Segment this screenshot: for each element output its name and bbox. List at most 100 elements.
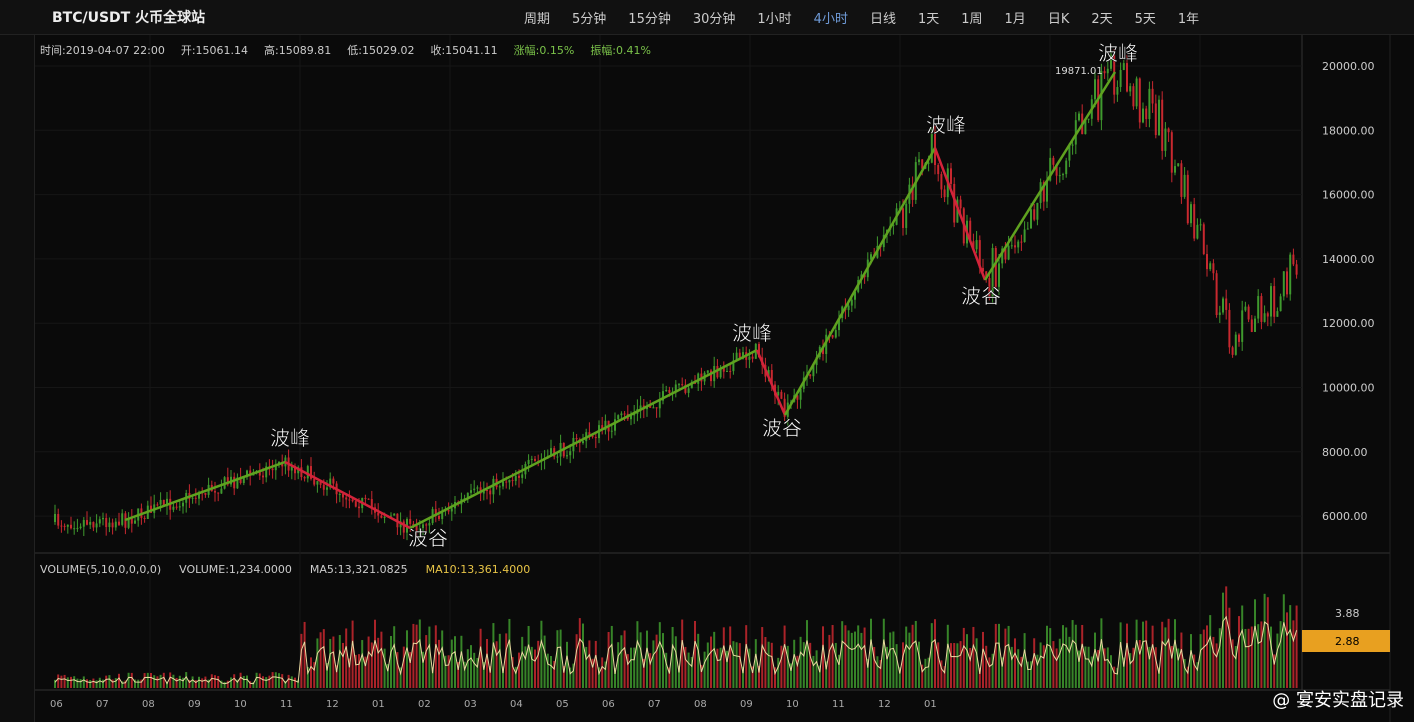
candle-body [726, 371, 728, 373]
interval-button[interactable]: 周期 [524, 11, 551, 27]
time-label: 06 [50, 699, 63, 710]
volume-bar [434, 625, 437, 688]
volume-bar [937, 642, 940, 688]
volume-bar [777, 657, 780, 688]
candle-body [76, 527, 79, 529]
candle-body [1049, 157, 1052, 181]
wave-line [933, 147, 987, 281]
volume-bar [422, 651, 424, 688]
candle-body [204, 492, 207, 495]
candle-body [674, 384, 677, 392]
volume-bar [1023, 633, 1026, 688]
volume-bar [1132, 647, 1135, 688]
candle-body [831, 335, 834, 338]
interval-button[interactable]: 1小时 [757, 11, 792, 27]
time-label: 04 [510, 699, 523, 710]
interval-button[interactable]: 30分钟 [692, 11, 736, 27]
volume-bar [143, 673, 146, 688]
volume-bar [956, 643, 959, 688]
volume-bar [1228, 607, 1231, 688]
volume-bar [694, 620, 696, 688]
candle-body [1148, 88, 1151, 120]
candle-body [639, 405, 642, 410]
candle-body [1286, 271, 1288, 295]
volume-bar [374, 619, 376, 688]
volume-bar [559, 629, 562, 688]
volume-bar [457, 662, 460, 688]
candle-body [959, 199, 962, 209]
volume-bar [630, 647, 632, 688]
interval-button[interactable]: 2天 [1091, 11, 1113, 27]
candle-body [847, 305, 850, 311]
volume-bar [332, 636, 335, 688]
volume-bar [351, 620, 354, 688]
volume-bar [1100, 618, 1103, 688]
candle-body [927, 162, 930, 164]
candle-body [409, 518, 412, 524]
candle-body [316, 481, 319, 485]
volume-bar [153, 675, 156, 688]
trough-label: 波谷 [762, 416, 802, 440]
candle-body [60, 525, 63, 527]
volume-bar [134, 679, 136, 688]
interval-button[interactable]: 1周 [961, 11, 983, 27]
volume-bar [655, 634, 658, 688]
candle-body [706, 370, 709, 373]
candle-body [668, 389, 671, 393]
candle-body [610, 430, 613, 432]
volume-bar [121, 681, 124, 688]
price-label: 8000.00 [1322, 446, 1368, 459]
candle-body [1170, 132, 1173, 173]
interval-button[interactable]: 1天 [917, 11, 940, 27]
candle-body [1254, 318, 1256, 332]
volume-bar [1167, 618, 1170, 688]
candle-body [425, 524, 428, 526]
candle-body [1110, 54, 1112, 69]
interval-button[interactable]: 1月 [1004, 11, 1026, 27]
interval-button[interactable]: 15分钟 [628, 11, 671, 27]
interval-button[interactable]: 1年 [1177, 11, 1200, 27]
wave-line [755, 349, 787, 416]
candle-body [172, 506, 175, 510]
volume-bar [978, 667, 981, 688]
candle-body [415, 525, 418, 531]
volume-bar [89, 680, 92, 688]
volume-bar [607, 632, 610, 688]
volume-bar [959, 641, 962, 688]
volume-bar [460, 635, 463, 688]
volume-bar [943, 666, 946, 688]
candle-body [476, 487, 479, 489]
interval-button[interactable]: 5天 [1134, 11, 1156, 27]
volume-bar [543, 635, 546, 688]
volume-bar [1218, 628, 1221, 688]
symbol[interactable]: BTC/USDT 火币全球站 [52, 10, 206, 26]
candle-body [809, 374, 812, 377]
candle-body [402, 521, 405, 533]
interval-button[interactable]: 日K [1047, 11, 1070, 27]
volume-bar [1148, 646, 1151, 688]
volume-bar [150, 672, 152, 688]
volume-bar [828, 634, 831, 688]
volume-bar [764, 637, 767, 688]
volume-bar [553, 660, 556, 688]
candle-body [1142, 108, 1144, 123]
candle-body [57, 514, 60, 526]
volume-bar [806, 620, 808, 688]
candle-body [502, 481, 504, 487]
volume-bar [537, 640, 540, 688]
volume-bar [73, 676, 76, 688]
candle-body [1282, 271, 1285, 297]
volume-bar [902, 642, 904, 688]
candle-body [1231, 347, 1234, 355]
candle-body [1196, 224, 1199, 239]
interval-button[interactable]: 5分钟 [572, 11, 607, 27]
volume-bar [802, 642, 805, 688]
candle-body [1071, 144, 1074, 146]
candle-body [217, 492, 220, 494]
peak-label: 波峰 [270, 426, 310, 450]
volume-bar [246, 675, 248, 688]
interval-button[interactable]: 日线 [869, 11, 896, 27]
candle-body [1004, 248, 1007, 260]
interval-button[interactable]: 4小时 [813, 11, 848, 27]
candle-body [1222, 298, 1224, 313]
